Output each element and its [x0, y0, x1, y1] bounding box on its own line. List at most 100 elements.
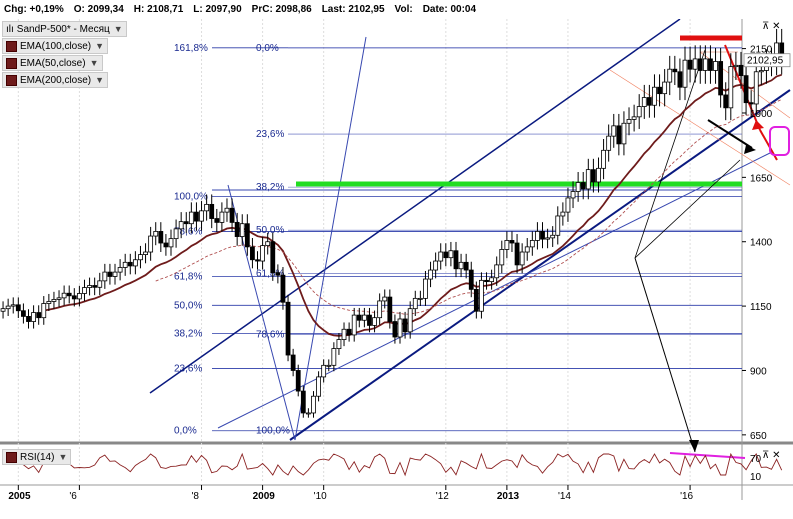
- candle-body: [295, 370, 301, 392]
- fib-mid-label: 38,2%: [256, 182, 284, 193]
- candle-body: [367, 314, 372, 326]
- candle-body: [285, 301, 291, 356]
- candle-body: [657, 86, 662, 95]
- fib-left-label: 61,8%: [174, 271, 202, 282]
- ema50-legend[interactable]: EMA(50,close) ▼: [2, 55, 103, 71]
- candle-body: [66, 292, 72, 297]
- candle-body: [71, 295, 77, 300]
- candle-body: [300, 390, 306, 414]
- candle-body: [351, 314, 357, 336]
- fib-left-label: 78,6%: [174, 226, 202, 237]
- candle-body: [626, 119, 632, 124]
- chevron-down-icon[interactable]: ▼: [89, 58, 99, 68]
- orange-channel-2: [609, 69, 791, 186]
- chevron-down-icon[interactable]: ▼: [95, 41, 105, 51]
- candle-body: [280, 274, 286, 303]
- trend-line-thin: [217, 152, 771, 429]
- candle-body: [270, 241, 276, 274]
- candle-body: [631, 116, 637, 120]
- candle-body: [229, 207, 235, 223]
- candle-body: [718, 61, 724, 96]
- candle-body: [570, 191, 576, 199]
- price-tick-label: 1150: [750, 302, 772, 313]
- rsi-pane-window-buttons[interactable]: ⊼ ✕: [762, 450, 781, 461]
- candle-body: [51, 299, 57, 302]
- candle-body: [87, 285, 92, 288]
- candle-body: [46, 301, 52, 304]
- candle-body: [453, 250, 459, 270]
- candle-body: [148, 235, 154, 253]
- ema50-line: [155, 99, 782, 315]
- candle-body: [204, 203, 210, 212]
- candle-body: [199, 210, 204, 222]
- last-price-label: 2102,95: [747, 56, 784, 67]
- rsi-legend[interactable]: RSI(14) ▼: [2, 449, 72, 465]
- price-tick-label: 1400: [750, 238, 773, 249]
- fib-swing-line-2: [294, 36, 367, 441]
- red-arrow-head: [752, 120, 764, 130]
- ema200-legend[interactable]: EMA(200,close) ▼: [2, 72, 109, 88]
- candle-body: [616, 125, 622, 145]
- candle-body: [250, 246, 255, 261]
- candle-body: [682, 59, 688, 88]
- candle-body: [479, 279, 484, 312]
- candle-body: [585, 169, 591, 190]
- candle-body: [738, 64, 744, 77]
- candle-body: [428, 269, 433, 280]
- price-tick-label: 900: [750, 366, 767, 377]
- fib-mid-label: 100,0%: [256, 426, 290, 437]
- fib-mid-label: 61,8%: [256, 268, 284, 279]
- candle-body: [545, 237, 550, 240]
- candle-body: [5, 305, 11, 310]
- candle-body: [178, 221, 184, 230]
- candle-body: [748, 102, 754, 105]
- channel-upper-line: [149, 19, 681, 394]
- ema100-label: EMA(100,close): [20, 40, 92, 52]
- candle-body: [662, 81, 668, 95]
- candle-body: [61, 292, 67, 299]
- chevron-down-icon[interactable]: ▼: [58, 452, 68, 462]
- candle-body: [234, 222, 240, 237]
- candle-body: [214, 218, 220, 223]
- candle-body: [697, 58, 703, 71]
- quote-low: L: 2097,90: [193, 4, 242, 15]
- candle-body: [672, 68, 678, 73]
- time-tick-label: 2013: [497, 491, 520, 502]
- candle-body: [677, 71, 683, 88]
- candle-body: [326, 364, 332, 367]
- candle-body: [336, 339, 342, 349]
- price-pane-window-buttons[interactable]: ⊼ ✕: [762, 21, 781, 32]
- ema100-legend[interactable]: EMA(100,close) ▼: [2, 38, 109, 54]
- candle-body: [316, 376, 321, 397]
- rsi-panel: 70 10: [2, 452, 783, 483]
- candle-body: [489, 277, 495, 283]
- chevron-down-icon[interactable]: ▼: [95, 75, 105, 85]
- price-tick-label: 1650: [750, 173, 773, 184]
- candle-body: [550, 234, 556, 239]
- rsi-swatch: [6, 451, 17, 463]
- candle-body: [509, 240, 515, 244]
- candle-body: [143, 251, 148, 255]
- price-chart[interactable]: 161,8%100,0%78,6%61,8%50,0%38,2%23,6%0,0…: [0, 19, 793, 519]
- ema50-swatch: [6, 57, 17, 69]
- chevron-down-icon[interactable]: ▼: [113, 24, 123, 34]
- candle-body: [423, 278, 428, 299]
- price-axis: 2150 1900 1650 1400 1150 900 650 2102,95: [742, 45, 791, 442]
- candle-body: [183, 221, 189, 225]
- ema200-swatch: [6, 74, 17, 86]
- candle-body: [224, 207, 230, 213]
- time-tick-label: '6: [69, 491, 77, 502]
- candle-body: [219, 211, 225, 223]
- symbol-legend[interactable]: ılı SandP-500* - Месяц ▼: [2, 21, 127, 37]
- candle-body: [41, 303, 47, 319]
- candle-body: [596, 167, 601, 183]
- candle-body: [463, 261, 469, 271]
- fib-mid-label: 0,0%: [256, 43, 279, 54]
- candle-body: [21, 310, 26, 317]
- candle-body: [565, 197, 571, 213]
- quote-date: Date: 00:04: [422, 4, 477, 15]
- candle-body: [97, 280, 103, 288]
- candle-body: [733, 64, 739, 68]
- ema200-label: EMA(200,close): [20, 74, 92, 86]
- candle-body: [708, 58, 713, 71]
